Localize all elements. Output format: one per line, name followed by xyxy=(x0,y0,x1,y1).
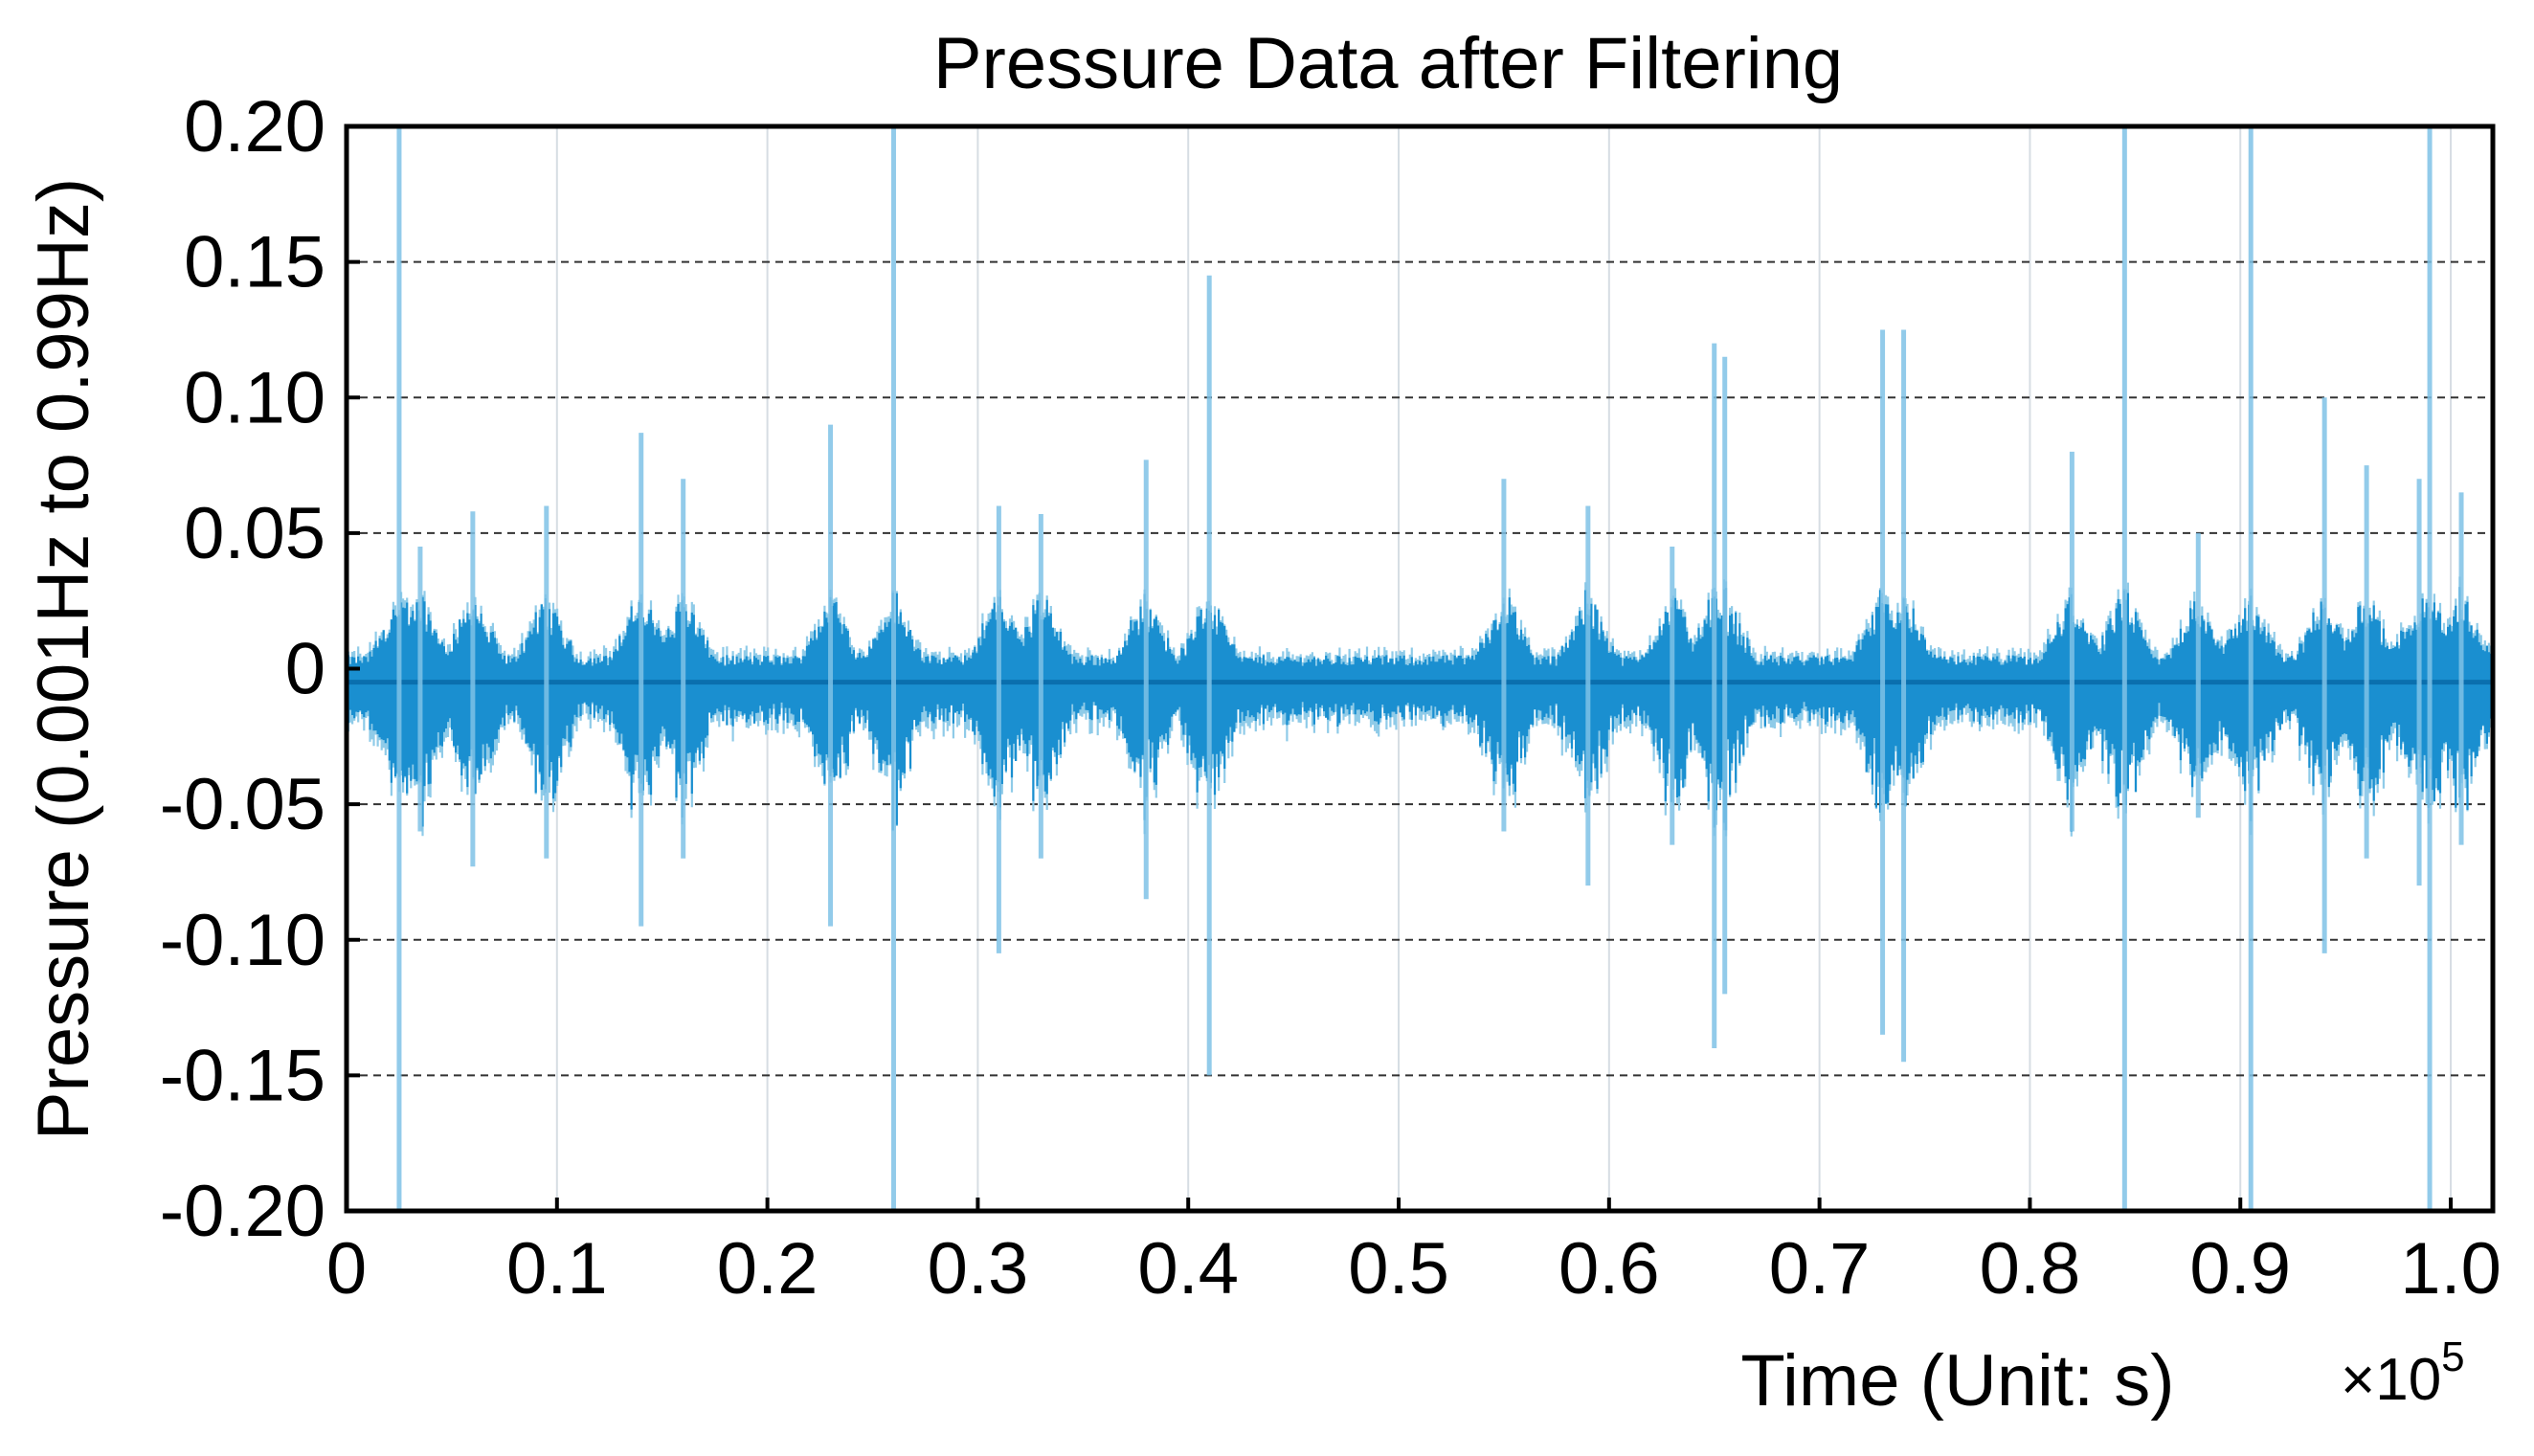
y-tick-label: -0.15 xyxy=(160,1035,325,1116)
x-tick-label: 0.6 xyxy=(1559,1228,1660,1310)
x-tick-label: 0.8 xyxy=(1980,1228,2081,1310)
x-axis-multiplier-exponent: 5 xyxy=(2441,1333,2464,1380)
plot-frame xyxy=(344,123,2496,1214)
y-tick-label: 0.20 xyxy=(184,86,325,168)
x-axis-ticks: 0 0.1 0.2 0.3 0.4 0.5 0.6 0.7 0.8 0.9 1.0 xyxy=(326,1198,2501,1310)
x-tick-label: 0.3 xyxy=(928,1228,1029,1310)
chart-title: Pressure Data after Filtering xyxy=(933,23,1843,104)
x-tick-label: 0.9 xyxy=(2189,1228,2291,1310)
x-tick-label: 0.5 xyxy=(1348,1228,1449,1310)
x-axis-multiplier: ×105 xyxy=(2341,1333,2465,1413)
y-tick-label: -0.05 xyxy=(160,764,325,845)
y-axis-label: Pressure (0.001Hz to 0.99Hz) xyxy=(23,178,104,1140)
signal-trace xyxy=(345,126,2495,1211)
x-tick-label: 0 xyxy=(326,1228,367,1310)
y-tick-label: 0.05 xyxy=(184,493,325,574)
y-tick-label: 0 xyxy=(285,629,325,710)
x-tick-label: 1.0 xyxy=(2400,1228,2501,1310)
y-tick-label: 0.10 xyxy=(184,357,325,438)
x-axis-label: Time (Unit: s) xyxy=(1740,1340,2174,1422)
x-tick-label: 0.1 xyxy=(506,1228,608,1310)
y-tick-label: -0.10 xyxy=(160,900,325,981)
x-tick-label: 0.2 xyxy=(717,1228,819,1310)
y-axis-ticks: 0.20 0.15 0.10 0.05 0 -0.05 -0.10 -0.15 -0.20 xyxy=(160,86,360,1252)
x-axis-multiplier-base: ×10 xyxy=(2341,1347,2441,1413)
y-tick-label: -0.20 xyxy=(160,1171,325,1252)
x-tick-label: 0.4 xyxy=(1137,1228,1239,1310)
y-tick-label: 0.15 xyxy=(184,222,325,303)
x-tick-label: 0.7 xyxy=(1769,1228,1871,1310)
